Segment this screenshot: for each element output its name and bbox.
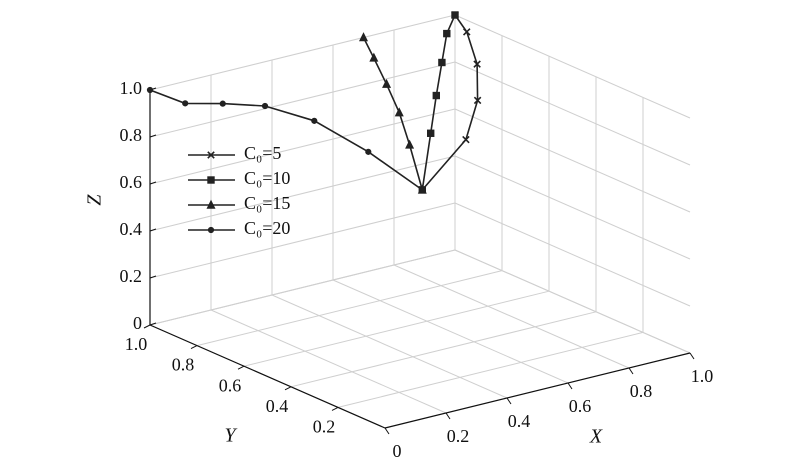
grid-line: [149, 108, 456, 185]
marker: [358, 32, 369, 42]
tick-mark: [628, 367, 634, 375]
z-tick-label: 0.2: [120, 266, 143, 286]
x-tick-label: 0.4: [508, 411, 531, 431]
z-tick-label: 0.8: [120, 125, 143, 145]
grid-line: [271, 294, 508, 399]
grid-line: [149, 202, 456, 279]
marker: [311, 117, 318, 124]
z-tick-label: 0: [133, 313, 142, 333]
grid-line: [454, 61, 691, 166]
tick-mark: [506, 397, 512, 405]
tick-mark: [190, 345, 198, 350]
grid-line: [210, 309, 447, 414]
series-line: [362, 37, 424, 191]
series-line: [421, 14, 456, 191]
marker: [438, 58, 446, 67]
grid-line: [454, 249, 691, 354]
tick-mark: [149, 134, 157, 138]
marker: [382, 78, 392, 88]
tick-mark: [149, 181, 157, 185]
labels: Z Y X 00.20.40.60.81.00.20.40.60.81.000.…: [84, 78, 714, 461]
grid: [149, 14, 691, 429]
marker: [394, 107, 404, 117]
y-tick-label: 0.2: [313, 417, 336, 437]
grid-line: [454, 155, 691, 260]
y-tick-label: 0.8: [172, 355, 195, 375]
marker: [365, 148, 372, 155]
grid-line: [393, 264, 630, 369]
x-tick-label: 0: [393, 441, 402, 461]
x-tick-label: 0.2: [447, 426, 470, 446]
tick-mark: [143, 324, 151, 329]
tick-mark: [331, 406, 339, 411]
legend-label: C₀=15: [244, 193, 290, 213]
marker: [473, 96, 482, 105]
marker: [207, 151, 215, 159]
grid-line: [149, 155, 456, 232]
grid-line: [454, 14, 691, 119]
marker: [473, 60, 481, 68]
grid-line: [149, 14, 456, 91]
x-tick-label: 0.8: [630, 381, 653, 401]
tick-mark: [689, 352, 695, 360]
x-axis: [384, 352, 691, 429]
grid-line: [454, 202, 691, 307]
z-tick-label: 0.6: [120, 172, 143, 192]
series-line: [421, 14, 479, 191]
z-tick-label: 1.0: [120, 78, 143, 98]
y-tick-label: 1.0: [125, 334, 148, 354]
tick-mark: [384, 427, 390, 435]
grid-line: [337, 331, 644, 408]
plot: [146, 11, 482, 194]
marker: [369, 52, 379, 62]
y-axis: [149, 324, 386, 429]
marker: [207, 226, 215, 234]
legend-label: C₀=5: [244, 143, 281, 163]
y-tick-label: 0.6: [219, 375, 242, 395]
z-axis-label: Z: [84, 194, 106, 206]
tick-mark: [445, 412, 451, 420]
tick-mark: [149, 228, 157, 232]
tick-mark: [149, 322, 157, 326]
z-tick-label: 0.4: [120, 219, 143, 239]
marker: [427, 129, 435, 137]
marker: [261, 102, 269, 110]
marker: [432, 91, 441, 100]
marker: [219, 100, 226, 107]
grid-line: [149, 61, 456, 138]
marker: [405, 139, 415, 149]
legend-label: C₀=20: [244, 218, 290, 238]
marker: [462, 28, 471, 36]
x-tick-label: 1.0: [691, 366, 714, 386]
marker: [146, 86, 154, 94]
marker: [451, 11, 459, 19]
marker: [462, 135, 470, 144]
legend: C₀=5 C₀=10 C₀=15 C₀=20: [188, 143, 290, 238]
y-tick-label: 0.4: [266, 396, 289, 416]
marker: [182, 100, 189, 107]
grid-line: [290, 311, 597, 388]
axes: [143, 87, 695, 435]
tick-mark: [149, 275, 157, 279]
x-tick-label: 0.6: [569, 396, 592, 416]
marker: [443, 29, 451, 38]
y-axis-label: Y: [224, 425, 237, 447]
marker: [419, 186, 426, 193]
tick-mark: [567, 382, 573, 390]
grid-line: [454, 108, 691, 213]
marker: [206, 199, 216, 209]
legend-label: C₀=10: [244, 168, 290, 188]
grid-line: [149, 249, 456, 326]
tick-mark: [237, 365, 245, 370]
grid-line: [332, 279, 569, 384]
grid-line: [196, 270, 503, 347]
grid-line: [243, 290, 550, 367]
tick-mark: [284, 386, 292, 391]
marker: [207, 176, 215, 184]
x-axis-label: X: [589, 426, 603, 448]
